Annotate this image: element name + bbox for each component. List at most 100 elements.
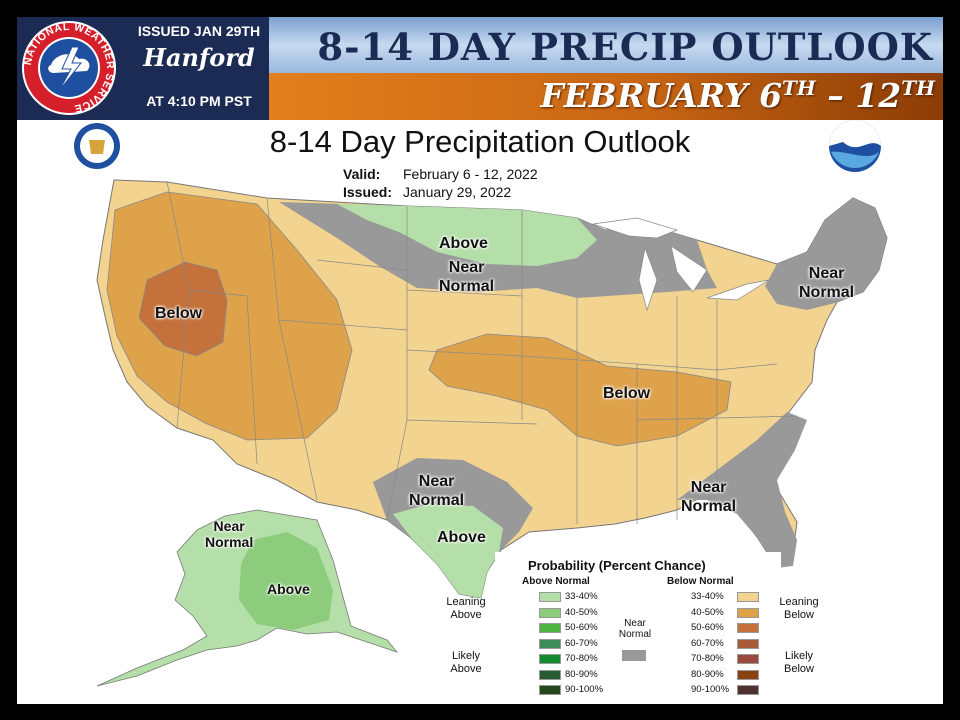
legend-below-swatch [737, 592, 759, 602]
legend-side-line: Below [784, 609, 814, 621]
label-line: Near [418, 473, 455, 490]
legend-side-line: Leaning [779, 596, 819, 608]
label-line: Near [808, 265, 845, 282]
legend-side-line: Leaning [446, 596, 486, 608]
below-west-core-region [138, 261, 228, 357]
legend-above-swatch [539, 592, 561, 602]
legend-below-swatch [737, 638, 759, 649]
legend-above-swatch [539, 654, 561, 664]
legend-likely-below: Likely Below [771, 650, 827, 676]
legend-below-range: 60-70% [691, 637, 724, 649]
legend-below-range: 70-80% [691, 653, 724, 664]
issued-date: ISSUED JAN 29TH [137, 23, 261, 39]
legend-below-swatch [737, 654, 759, 664]
near-normal-northeast-region [765, 198, 887, 310]
legend-side-line: Above [450, 663, 482, 675]
legend-below-swatch [737, 669, 759, 680]
issued-dates: Issued: January 29, 2022 [343, 184, 511, 200]
label-near-normal-texas: Near Normal [409, 472, 464, 510]
legend-leaning-below: Leaning Below [771, 596, 827, 622]
legend-likely-above: Likely Above [441, 650, 491, 676]
label-above-alaska: Above [267, 581, 310, 597]
title-bar: 8-14 DAY PRECIP OUTLOOK [269, 17, 943, 73]
label-near-normal-northeast: Near Normal [799, 264, 854, 302]
legend-side-line: Above [450, 609, 482, 621]
label-near-normal-southeast: Near Normal [681, 478, 736, 516]
date-start-suffix: TH [782, 76, 816, 100]
legend-above-range: 50-60% [565, 622, 598, 633]
legend-below-range: 40-50% [691, 606, 724, 618]
valid-date-range: FEBRUARY 6TH – 12TH [540, 76, 935, 115]
legend-near-line: Normal [618, 629, 652, 640]
outlook-map [74, 120, 888, 687]
legend-above-range: 60-70% [565, 637, 598, 649]
near-normal-southeast-region [677, 412, 807, 568]
legend-below-swatch [737, 607, 759, 618]
label-line: Near [448, 259, 485, 276]
great-lakes [592, 217, 770, 312]
legend-below-header: Below Normal [667, 576, 734, 587]
valid-dates: Valid: February 6 - 12, 2022 [343, 166, 538, 182]
label-line: Near [213, 518, 245, 534]
legend-side-line: Likely [784, 650, 814, 662]
state-borders [166, 181, 798, 524]
below-west-region [106, 191, 353, 441]
alaska-above-region [239, 532, 333, 630]
legend-above-swatch [539, 685, 561, 695]
label-below-west: Below [155, 305, 203, 322]
legend-below-range: 80-90% [691, 668, 724, 680]
legend-below-swatch [737, 685, 759, 695]
legend-below-range: 90-100% [691, 684, 730, 695]
above-texas-region [393, 504, 503, 598]
outlook-map-panel: 8-14 Day Precipitation Outlook Valid: Feb… [17, 120, 943, 704]
noaa-logo-icon [829, 120, 881, 172]
valid-value: February 6 - 12, 2022 [403, 166, 538, 182]
legend-side-line: Below [784, 663, 814, 675]
legend-near-normal-label: Near Normal [615, 618, 655, 640]
label-line: Normal [409, 492, 465, 509]
label-line: Normal [439, 278, 495, 295]
label-near-normal-alaska: Near Normal [205, 518, 253, 550]
date-end-suffix: TH [901, 76, 935, 100]
date-end: – 12 [815, 76, 902, 115]
label-line: Normal [799, 284, 855, 301]
label-above-north: Above [439, 235, 488, 252]
legend-below-range: 50-60% [691, 622, 724, 633]
legend-above-header: Above Normal [522, 576, 590, 587]
issued-label: Issued: [343, 184, 393, 200]
legend-above-range: 33-40% [565, 591, 598, 602]
legend-above-swatch [539, 638, 561, 649]
legend-below-swatch [737, 623, 759, 633]
label-line: Normal [681, 498, 737, 515]
legend-title: Probability (Percent Chance) [528, 558, 706, 573]
map-title: 8-14 Day Precipitation Outlook [269, 124, 691, 159]
nws-logo-icon: NATIONAL WEATHER SERVICE [22, 21, 116, 115]
legend-side-line: Likely [451, 650, 481, 662]
legend-above-range: 70-80% [565, 653, 598, 664]
legend-above-swatch [539, 623, 561, 633]
date-start: FEBRUARY 6 [540, 76, 783, 115]
label-line: Normal [205, 534, 254, 550]
date-bar: FEBRUARY 6TH – 12TH [269, 73, 943, 120]
valid-label: Valid: [343, 166, 381, 182]
label-below-central: Below [603, 385, 651, 402]
doc-seal-icon [74, 123, 120, 169]
nws-office-badge: NATIONAL WEATHER SERVICE ISSUED JAN 29TH… [17, 17, 269, 120]
legend-above-swatch [539, 607, 561, 618]
office-name: Hanford [143, 43, 255, 72]
label-line: Near [690, 479, 727, 496]
legend-above-swatch [539, 669, 561, 680]
above-north-region [337, 204, 597, 266]
legend-above-range: 90-100% [565, 684, 604, 695]
issued-time: AT 4:10 PM PST [146, 93, 252, 109]
label-near-normal-north: Near Normal [439, 258, 494, 296]
legend-near-normal-swatch [622, 650, 646, 661]
page-title: 8-14 DAY PRECIP OUTLOOK [317, 25, 933, 69]
legend-above-range: 40-50% [565, 606, 598, 618]
probability-legend: Probability (Percent Chance) Above Norma… [495, 552, 781, 702]
label-above-texas: Above [437, 529, 486, 546]
legend-leaning-above: Leaning Above [441, 596, 491, 622]
issued-value: January 29, 2022 [403, 184, 512, 200]
legend-near-line: Near [624, 618, 646, 629]
legend-above-range: 80-90% [565, 668, 598, 680]
